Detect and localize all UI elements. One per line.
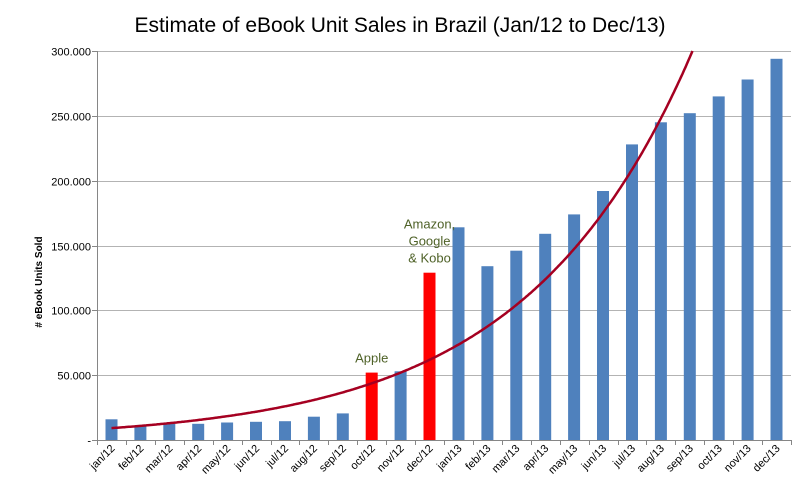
bar <box>712 96 725 441</box>
bar <box>279 421 291 440</box>
bar <box>221 422 234 440</box>
trendline <box>111 50 694 430</box>
y-tick-label: - <box>87 436 91 448</box>
chart-title: Estimate of eBook Unit Sales in Brazil (… <box>134 14 665 37</box>
axes <box>92 51 792 445</box>
bar <box>597 191 609 440</box>
bar <box>741 79 754 440</box>
bar <box>394 371 407 440</box>
bar <box>626 144 638 440</box>
trendline-group <box>111 50 694 430</box>
annotation-label: Amazon, Google & Kobo <box>404 217 455 266</box>
y-tick-label: 250.000 <box>51 112 91 124</box>
bar-highlighted <box>365 372 378 440</box>
bar <box>307 416 320 440</box>
y-tick-label: 200.000 <box>51 177 91 189</box>
annotation-label: Apple <box>355 351 388 366</box>
gridlines <box>97 51 791 376</box>
bar <box>510 250 523 440</box>
annotations: Apple Amazon, Google & Kobo <box>355 217 455 366</box>
bar <box>683 113 696 440</box>
bar <box>105 419 118 440</box>
y-tick-label: 50.000 <box>57 371 91 383</box>
bars <box>105 58 783 441</box>
y-tick-label: 100.000 <box>51 306 91 318</box>
bar <box>481 266 494 440</box>
y-ticks: - 50.000 100.000 150.000 200.000 250.000 300.0… <box>51 47 91 448</box>
bar <box>539 233 552 440</box>
bar <box>134 425 147 440</box>
bar <box>770 58 783 441</box>
y-tick-label: 300.000 <box>51 47 91 59</box>
bar <box>336 413 349 440</box>
y-axis-label: # eBook Units Sold <box>34 236 45 327</box>
bar-highlighted <box>423 272 436 440</box>
bar <box>192 423 205 440</box>
y-tick-label: 150.000 <box>51 242 91 254</box>
bar <box>452 227 465 440</box>
bar <box>163 423 176 440</box>
bar <box>568 214 581 440</box>
bar <box>250 421 262 440</box>
bar <box>654 122 667 441</box>
